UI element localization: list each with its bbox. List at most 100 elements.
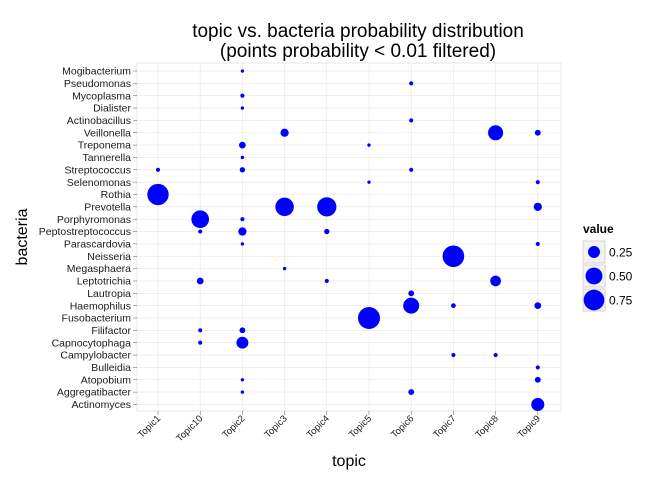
grid-lines (137, 63, 561, 411)
data-point (240, 242, 245, 246)
y-tick-label: Actinobacillus (67, 115, 131, 127)
y-tick-label: Capnocytophaga (52, 337, 132, 349)
data-point (239, 327, 246, 334)
y-tick-label: Leptotrichia (77, 276, 131, 288)
data-point (403, 297, 420, 314)
data-point (275, 197, 294, 217)
data-point (240, 378, 245, 382)
y-tick-label: Filifactor (91, 325, 131, 337)
y-tick-label: Haemophilus (70, 300, 131, 312)
x-axis-ticks: Topic1 Topic10 Topic2 Topic3 Topic4 Topic5 Top… (136, 411, 543, 444)
legend-key-point (583, 289, 605, 311)
data-point (408, 389, 415, 396)
data-point (239, 167, 246, 173)
plot-panel (136, 62, 562, 412)
data-point (367, 143, 371, 147)
x-tick-label: Topic8 (474, 413, 501, 440)
y-tick-label: Treponema (78, 140, 131, 152)
y-tick-label: Bulleidia (91, 362, 131, 374)
x-tick-label: Topic10 (174, 413, 205, 444)
data-points (147, 69, 545, 411)
data-point (451, 352, 456, 358)
data-point (534, 376, 541, 383)
data-point (198, 328, 203, 333)
x-tick-label: Topic7 (431, 413, 458, 440)
data-point (451, 303, 456, 309)
data-point (490, 275, 501, 287)
data-point (531, 397, 545, 411)
y-tick-label: Tannerella (83, 152, 132, 164)
data-point (240, 390, 245, 394)
data-point (534, 129, 541, 136)
data-point (442, 245, 465, 268)
data-point (488, 125, 504, 141)
y-tick-label: Atopobium (81, 374, 131, 386)
data-point (191, 210, 210, 229)
y-tick-label: Rothia (101, 189, 132, 201)
y-tick-label: Megasphaera (67, 263, 131, 275)
x-tick-label: Topic9 (516, 413, 543, 440)
x-axis-title: topic (332, 453, 366, 470)
y-tick-label: Pseudomonas (64, 78, 131, 90)
data-point (409, 118, 414, 123)
x-tick-label: Topic1 (136, 413, 163, 440)
y-tick-label: Dialister (93, 103, 131, 115)
data-point (240, 93, 245, 98)
y-tick-label: Fusobacterium (62, 313, 132, 325)
y-tick-label: Parascardovia (64, 239, 131, 251)
y-tick-label: Streptococcus (64, 164, 131, 176)
data-point (533, 202, 542, 211)
data-point (240, 217, 245, 222)
data-point (240, 69, 245, 73)
y-tick-label: Peptostreptococcus (39, 226, 131, 238)
y-tick-label: Aggregatibacter (57, 387, 132, 399)
data-point (196, 277, 204, 285)
legend-label: 0.75 (609, 294, 633, 308)
y-axis-ticks: MogibacteriumPseudomonasMycoplasmaDialis… (39, 66, 137, 411)
data-point (240, 106, 245, 110)
data-point (280, 128, 289, 137)
x-tick-label: Topic2 (220, 413, 247, 440)
data-point (324, 278, 329, 284)
x-tick-label: Topic6 (389, 413, 416, 440)
y-tick-label: Prevotella (84, 201, 131, 213)
y-tick-label: Veillonella (84, 127, 131, 139)
chart-title-line-2: (points probability < 0.01 filtered) (219, 41, 497, 62)
legend-title: value (583, 222, 614, 236)
data-point (155, 167, 161, 172)
y-tick-label: Mycoplasma (72, 90, 131, 102)
y-tick-label: Mogibacterium (62, 66, 131, 78)
x-tick-label: Topic3 (263, 413, 290, 440)
y-axis-title: bacteria (14, 208, 31, 265)
y-tick-label: Lautropia (87, 288, 131, 300)
data-point (367, 180, 371, 184)
data-point (238, 227, 247, 236)
data-point (236, 336, 249, 349)
data-point (358, 307, 380, 329)
x-tick-label: Topic4 (305, 413, 332, 440)
y-tick-label: Porphyromonas (57, 214, 131, 226)
legend-label: 0.50 (609, 270, 633, 284)
y-tick-label: Actinomyces (71, 399, 131, 411)
data-point (240, 155, 245, 160)
data-point (198, 229, 203, 234)
data-point (535, 180, 540, 185)
data-point (282, 266, 287, 271)
x-tick-label: Topic5 (347, 413, 374, 440)
data-point (324, 228, 330, 235)
legend-key-point (588, 246, 600, 258)
data-point (535, 365, 540, 370)
data-point (409, 81, 414, 86)
data-point (147, 183, 169, 206)
data-point (239, 141, 246, 149)
y-tick-label: Campylobacter (60, 350, 131, 362)
data-point (409, 167, 414, 172)
data-point (198, 340, 203, 345)
data-point (408, 290, 415, 297)
y-tick-label: Neisseria (87, 251, 131, 263)
legend: value 0.25 0.50 0.75 (582, 222, 633, 312)
data-point (535, 241, 540, 246)
y-tick-label: Selenomonas (67, 177, 131, 189)
chart-title-line-1: topic vs. bacteria probability distribut… (192, 21, 524, 42)
